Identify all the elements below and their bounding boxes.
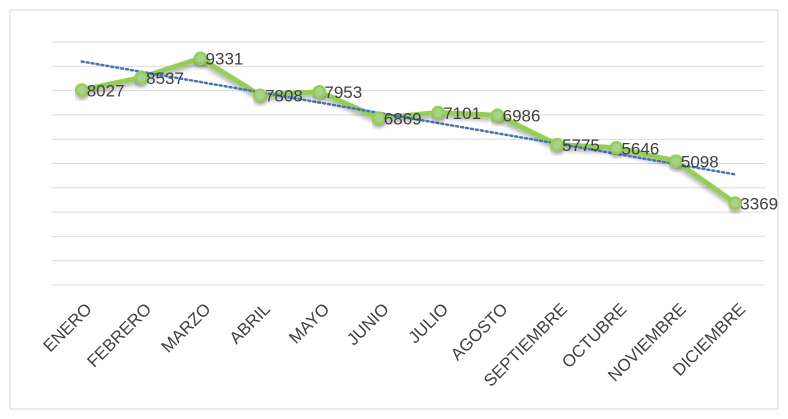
point [193, 51, 208, 66]
data-label: 7101 [443, 104, 481, 123]
data-label: 5775 [562, 136, 600, 155]
point [253, 88, 267, 103]
point [609, 141, 624, 155]
point [669, 154, 683, 168]
point [550, 137, 564, 152]
series [81, 55, 737, 206]
data-label: 8027 [87, 81, 125, 100]
trendline [80, 60, 737, 176]
point [312, 84, 327, 99]
data-label: 7953 [324, 83, 362, 102]
point [490, 108, 505, 122]
series-line [81, 55, 737, 206]
data-label: 5646 [621, 139, 659, 158]
data-label: 7808 [265, 87, 303, 106]
data-label: 6986 [503, 107, 541, 126]
data-label: 8537 [146, 69, 184, 88]
data-label: 9331 [206, 50, 244, 69]
point [134, 70, 148, 85]
point [372, 111, 386, 125]
point [728, 196, 743, 210]
data-label: 6869 [384, 110, 422, 129]
data-label: 5098 [681, 153, 719, 172]
data-label: 3369 [740, 195, 778, 214]
point [431, 105, 445, 120]
point [74, 83, 89, 97]
